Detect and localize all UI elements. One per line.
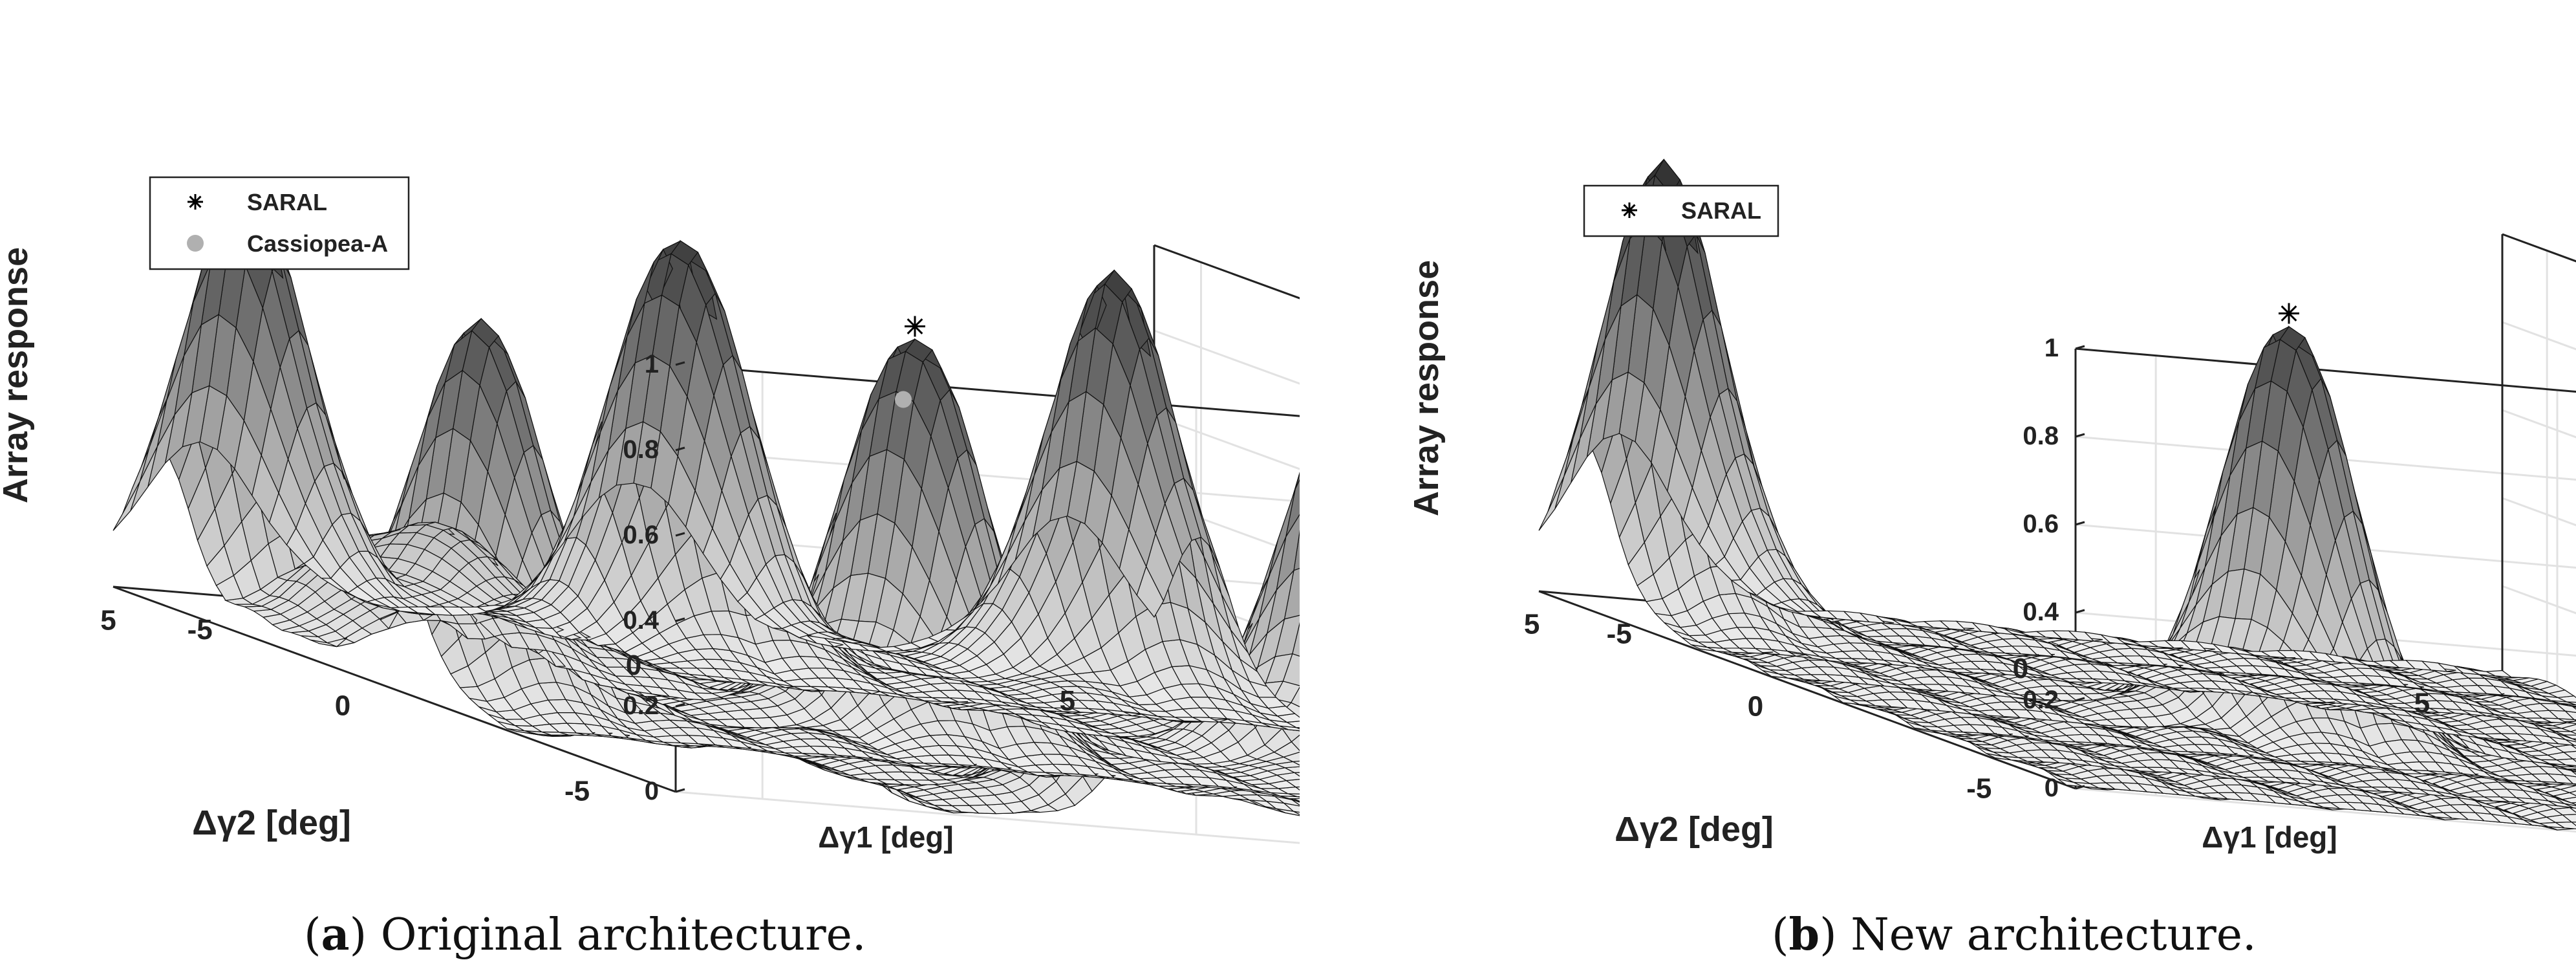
y-axis-line: [113, 585, 676, 793]
y-tick-label: 5: [100, 604, 116, 636]
legend-box: [149, 176, 410, 270]
axis-box-edge: [1154, 244, 1300, 300]
caption-label-a: a: [321, 909, 350, 961]
z-tick-mark: [675, 703, 685, 708]
z-gridline: [2075, 409, 2576, 569]
z-tick-label: 0.6: [623, 521, 659, 549]
x-tick-label: 5: [1060, 685, 1075, 717]
z-tick-label: 0.4: [623, 606, 659, 635]
x-tick-label: 0: [626, 649, 641, 681]
z-tick-mark: [675, 446, 685, 452]
saral-marker: [905, 316, 925, 337]
cassiopea-marker: [895, 391, 912, 408]
z-tick-mark: [675, 361, 685, 366]
legend-marker-asterisk: [188, 194, 203, 210]
z-tick-label: 0.8: [623, 435, 659, 464]
z-gridline: [2075, 673, 2576, 833]
z-tick-label: 0.2: [623, 692, 659, 720]
z-axis-label: Array response: [0, 247, 35, 503]
tick-labels: 0 0.2 0.4 0.6 0.8 1 -5 0 5 5 0 -5: [100, 350, 1075, 807]
z-tick-mark: [675, 617, 685, 622]
asterisk-stroke: [907, 318, 923, 334]
surface-mesh: [1538, 158, 2576, 831]
y-tick-label: 0: [335, 690, 350, 722]
z-gridline: [2075, 497, 2576, 657]
legend: SARAL Cassiopea-A: [149, 176, 410, 270]
y-axis-line: [1538, 590, 2076, 790]
z-gridline: [2075, 321, 2576, 481]
y-axis-label: Δγ2 [deg]: [192, 803, 351, 842]
z-tick-label: 1: [645, 350, 659, 378]
surface-patch: [113, 481, 140, 531]
y-tick-label: -5: [564, 776, 590, 807]
z-gridline: [675, 671, 1300, 844]
z-gridline: [675, 329, 1300, 503]
surface-chart-a: 0 0.2 0.4 0.6 0.8 1 -5 0 5 5 0 -5 Array response Δγ1 …: [0, 176, 1300, 854]
asterisk-stroke: [189, 195, 202, 208]
surface-mesh: [113, 190, 1300, 816]
legend-marker-dot: [187, 235, 204, 252]
axis-box-edge: [2075, 347, 2576, 393]
z-tick-label: 0: [645, 777, 659, 805]
axis-box-edge: [675, 364, 1300, 417]
x-axis-label: Δγ1 [deg]: [818, 820, 953, 854]
chart-panel-a: 0 0.2 0.4 0.6 0.8 1 -5 0 5 5 0 -5 Array response Δγ1 …: [0, 176, 1300, 961]
z-tick-mark: [675, 788, 685, 793]
legend-label: SARAL: [247, 189, 327, 215]
caption-a: (a) Original architecture.: [304, 909, 866, 961]
z-tick-mark: [675, 532, 685, 537]
chart-panel-b: 0 0.2 0.4 0.6 0.8 1 -5 0 5 5 0 -5 Array response Δγ1 …: [1410, 0, 2576, 971]
legend-label: Cassiopea-A: [247, 230, 388, 257]
x-tick-label: -5: [188, 614, 213, 646]
caption-text-a: Original architecture.: [380, 910, 866, 961]
